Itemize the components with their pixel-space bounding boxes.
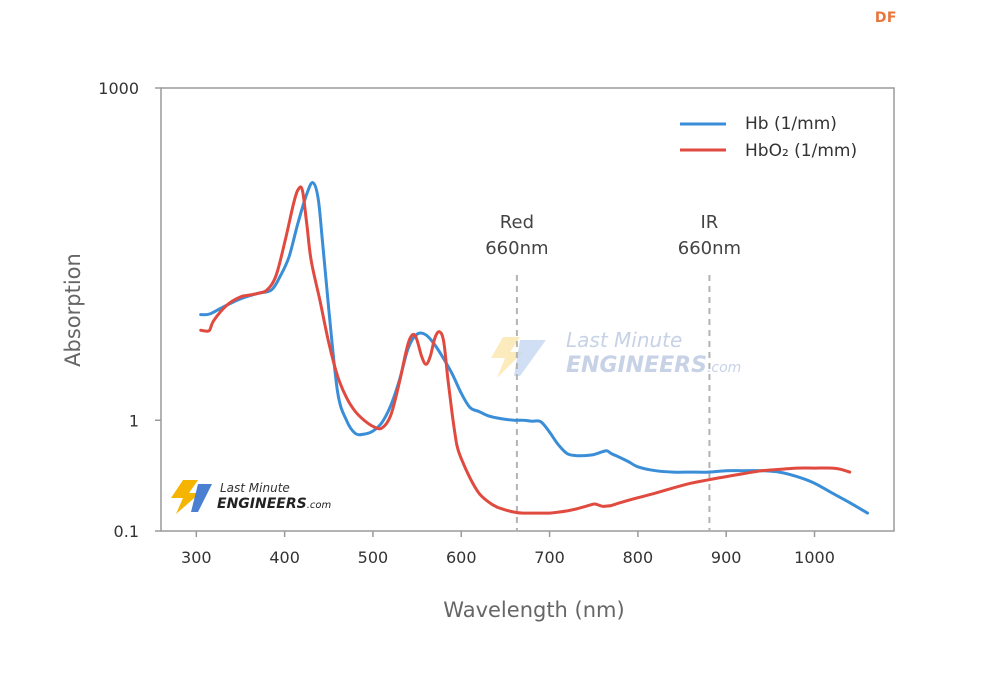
x-tick-label: 1000 — [794, 548, 835, 567]
plot-frame — [160, 87, 895, 532]
series-line-hb — [199, 181, 869, 515]
series-layer — [199, 181, 869, 515]
logo-line1: Last Minute — [220, 481, 290, 495]
y-tick-label: 1 — [129, 411, 139, 430]
y-tick-label: 1000 — [98, 79, 139, 98]
df-badge: DF — [874, 10, 897, 26]
wavelength-annotations: Red 660nm IR 660nm — [485, 212, 741, 531]
x-tick-label: 800 — [623, 548, 654, 567]
watermark: Last Minute ENGINEERS.com — [491, 328, 741, 378]
x-axis-title: Wavelength (nm) — [443, 598, 624, 622]
y-axis-ticks: 0.1 1 1000 — [98, 79, 161, 541]
logo: Last Minute ENGINEERS.com — [171, 480, 331, 514]
annotation-label: IR — [701, 212, 719, 233]
legend-label-hb: Hb (1/mm) — [745, 114, 837, 134]
y-axis-title: Absorption — [61, 253, 85, 367]
watermark-line1: Last Minute — [566, 328, 682, 352]
y-tick-label: 0.1 — [114, 522, 139, 541]
x-axis-ticks: 300 400 500 600 700 800 900 1000 — [181, 531, 835, 567]
x-tick-label: 900 — [711, 548, 742, 567]
x-tick-label: 300 — [181, 548, 212, 567]
annotation-label: Red — [500, 212, 534, 233]
logo-line2: ENGINEERS.com — [217, 496, 331, 512]
legend: Hb (1/mm) HbO₂ (1/mm) — [680, 114, 857, 161]
annotation-wavelength: 660nm — [485, 238, 548, 259]
series-line-hbo2 — [199, 185, 852, 515]
watermark-line2: ENGINEERS.com — [566, 353, 741, 378]
x-tick-label: 600 — [446, 548, 477, 567]
legend-label-hbo2: HbO₂ (1/mm) — [745, 141, 857, 161]
annotation-wavelength: 660nm — [678, 238, 741, 259]
x-tick-label: 700 — [534, 548, 565, 567]
watermark-bolt-icon — [491, 337, 546, 378]
x-tick-label: 500 — [358, 548, 389, 567]
x-tick-label: 400 — [269, 548, 300, 567]
logo-bolt-icon — [171, 480, 212, 514]
